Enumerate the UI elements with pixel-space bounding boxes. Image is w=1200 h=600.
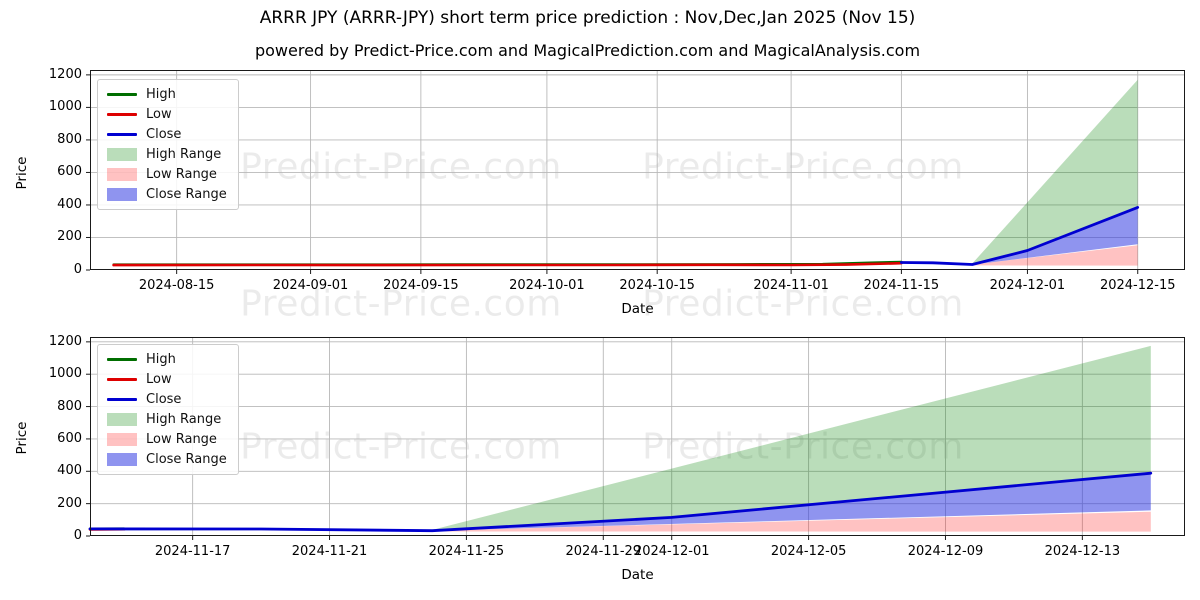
y-tick-label: 800 [57,131,82,147]
x-tick-label: 2024-11-17 [154,544,231,559]
x-tick-label: 2024-09-15 [383,278,459,293]
top-chart-legend: High Low Close High Range Low Range Close Ran… [97,79,239,210]
low-line [112,261,903,267]
legend-swatch [107,148,137,161]
high-range-band [432,345,1151,531]
top-chart-x-axis-label: Date [621,301,654,317]
legend-swatch [107,133,137,136]
low-range-band [972,245,1138,266]
plot-border [90,337,1185,536]
legend-entry-low: Low [107,107,227,122]
legend-label: High [146,87,176,102]
x-tick-label: 2024-10-01 [509,278,585,293]
watermark-text: Predict-Price.com [240,146,562,188]
legend-swatch [107,453,137,466]
y-tick-label: 1200 [48,333,82,349]
watermark-text: Predict-Price.com [642,427,964,468]
page-title: ARRR JPY (ARRR-JPY) short term price pre… [259,8,916,28]
x-tick-label: 2024-11-15 [863,278,940,293]
legend-label: High Range [146,147,222,162]
x-tick-label: 2024-12-01 [989,278,1066,293]
x-tick-label: 2024-12-09 [907,544,984,559]
x-tick-label: 2024-11-01 [753,278,829,293]
y-tick-label: 200 [57,229,82,245]
legend-label: Close [146,127,182,142]
x-tick-label: 2024-12-01 [633,544,710,559]
watermark-text: Predict-Price.com [642,146,964,188]
legend-swatch [107,358,137,361]
legend-entry-low: Low [107,372,227,387]
legend-swatch [107,93,137,96]
x-tick-label: 2024-12-13 [1044,544,1121,559]
page-subtitle: powered by Predict-Price.com and Magical… [254,41,921,60]
legend-swatch [107,433,137,446]
legend-label: Low [146,372,172,387]
top-chart-plot-area [86,70,1185,274]
legend-entry-high: High [107,352,227,367]
bottom-chart-legend: High Low Close High Range Low Range Close Ran… [97,344,239,475]
watermark-text: Predict-Price.com [642,283,964,325]
close-range-band [432,473,1151,531]
y-tick-label: 1000 [48,366,82,382]
legend-label: High [146,352,176,367]
close-line [88,471,1153,533]
x-tick-label: 2024-09-01 [272,278,349,293]
legend-entry-low-range: Low Range [107,432,227,447]
watermark-text: Predict-Price.com [240,283,562,325]
legend-entry-close-range: Close Range [107,452,227,467]
y-tick-label: 400 [57,463,82,479]
close-range-band [972,207,1138,265]
high-range-band [972,79,1138,265]
close-line [900,205,1140,266]
legend-label: Low Range [146,432,217,447]
legend-entry-high-range: High Range [107,412,227,427]
y-tick-label: 800 [57,398,82,414]
x-tick-label: 2024-11-21 [291,544,368,559]
legend-entry-close-range: Close Range [107,187,227,202]
legend-entry-high-range: High Range [107,147,227,162]
y-tick-label: 1200 [48,66,82,82]
y-tick-label: 600 [57,430,82,446]
legend-swatch [107,413,137,426]
legend-label: High Range [146,412,222,427]
legend-entry-high: High [107,87,227,102]
legend-entry-low-range: Low Range [107,167,227,182]
plot-border [90,70,1185,270]
legend-entry-close: Close [107,127,227,142]
y-tick-label: 400 [57,196,82,212]
x-tick-label: 2024-12-05 [770,544,847,559]
legend-label: Close Range [146,187,227,202]
x-tick-label: 2024-11-29 [565,544,642,559]
y-tick-label: 600 [57,164,82,180]
low-range-band [432,511,1151,532]
bottom-chart-plot-area [86,337,1185,540]
legend-swatch [107,188,137,201]
bottom-chart-x-axis-label: Date [621,567,654,583]
legend-label: Close Range [146,452,227,467]
watermark-text: Predict-Price.com [240,426,562,468]
x-tick-label: 2024-11-25 [428,544,505,559]
y-tick-label: 1000 [48,99,82,115]
y-tick-label: 200 [57,495,82,511]
legend-entry-close: Close [107,392,227,407]
legend-swatch [107,113,137,116]
y-tick-label: 0 [73,528,82,543]
legend-swatch [107,378,137,381]
x-tick-label: 2024-10-15 [619,278,695,293]
x-tick-label: 2024-08-15 [138,278,215,293]
legend-label: Low Range [146,167,217,182]
y-tick-label: 0 [73,262,82,277]
legend-swatch [107,398,137,401]
legend-label: Close [146,392,182,407]
legend-label: Low [146,107,172,122]
legend-swatch [107,168,137,181]
x-tick-label: 2024-12-15 [1099,278,1176,293]
